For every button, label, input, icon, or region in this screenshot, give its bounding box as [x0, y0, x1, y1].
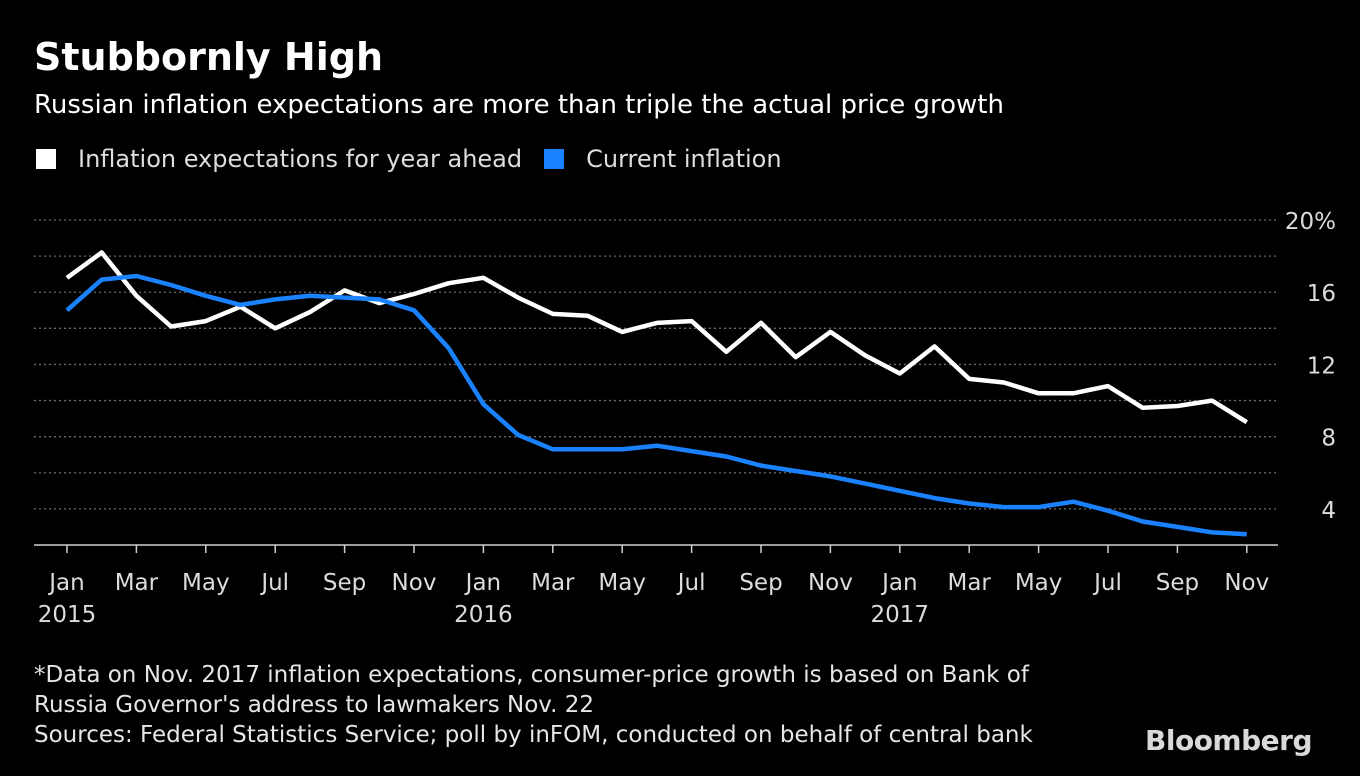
- x-tick-label: May: [598, 570, 646, 596]
- x-tick-label: Nov: [808, 570, 853, 596]
- x-tick-label: Sep: [323, 570, 366, 596]
- x-tick-label: Nov: [1224, 570, 1269, 596]
- y-tick-label: 16: [1307, 281, 1336, 307]
- legend-swatch-current: [544, 149, 565, 169]
- x-tick-label: Jul: [1092, 570, 1122, 596]
- footnote: *Data on Nov. 2017 inflation expectation…: [34, 660, 1134, 750]
- legend-item-current: Current inflation: [544, 145, 782, 173]
- footnote-sources: Sources: Federal Statistics Service; pol…: [34, 722, 1033, 748]
- legend-item-expectations: Inflation expectations for year ahead: [36, 145, 522, 173]
- x-year-label: 2017: [871, 602, 930, 628]
- x-tick-label: Jul: [259, 570, 289, 596]
- y-tick-label: 4: [1321, 498, 1336, 524]
- x-tick-label: Jan: [880, 570, 917, 596]
- y-tick-label: 8: [1321, 426, 1336, 452]
- x-tick-label: Sep: [1156, 570, 1199, 596]
- x-tick-label: Mar: [947, 570, 991, 596]
- series-line-current-inflation: [65, 273, 1247, 537]
- series-line-expectations: [65, 250, 1248, 425]
- y-tick-label: 20%: [1285, 209, 1336, 235]
- x-tick-label: Mar: [115, 570, 159, 596]
- x-tick-label: May: [1015, 570, 1063, 596]
- x-year-label: 2016: [454, 602, 513, 628]
- footnote-line-2: Russia Governor's address to lawmakers N…: [34, 692, 594, 718]
- x-year-label: 2015: [38, 602, 97, 628]
- y-tick-label: 12: [1307, 353, 1336, 379]
- footnote-line-1: *Data on Nov. 2017 inflation expectation…: [34, 662, 1029, 688]
- x-tick-label: Jan: [464, 570, 501, 596]
- x-tick-label: Sep: [739, 570, 782, 596]
- x-tick-label: May: [182, 570, 230, 596]
- x-tick-label: Mar: [531, 570, 575, 596]
- legend-swatch-expectations: [36, 149, 56, 169]
- x-tick-label: Jan: [47, 570, 84, 596]
- x-tick-label: Nov: [392, 570, 437, 596]
- legend-label-expectations: Inflation expectations for year ahead: [78, 145, 523, 173]
- legend-label-current: Current inflation: [586, 145, 782, 173]
- x-tick-label: Jul: [676, 570, 706, 596]
- bloomberg-logo: Bloomberg: [1145, 724, 1312, 757]
- chart-title: Stubbornly High: [34, 35, 383, 79]
- legend: Inflation expectations for year ahead Cu…: [36, 142, 804, 176]
- chart-subtitle: Russian inflation expectations are more …: [34, 90, 1004, 120]
